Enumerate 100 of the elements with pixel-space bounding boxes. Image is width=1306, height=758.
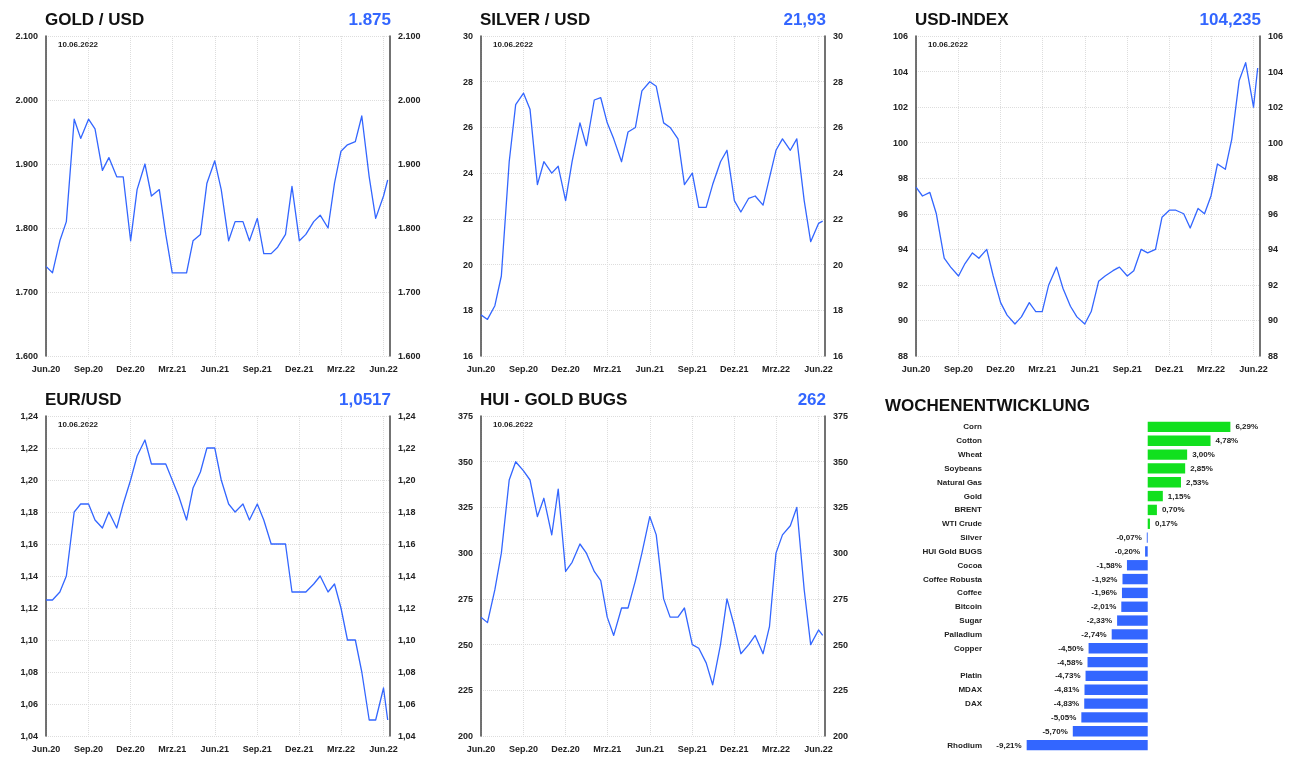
bar	[1111, 629, 1148, 640]
y-tick-label: 16	[462, 351, 473, 361]
x-tick-label: Mrz.22	[761, 743, 790, 754]
y2-tick-label: 1,18	[398, 507, 416, 517]
y2-tick-label: 88	[1268, 351, 1279, 361]
x-tick-label: Mrz.22	[761, 363, 790, 374]
y-tick-label: 375	[457, 411, 473, 421]
y2-tick-label: 350	[833, 456, 849, 467]
line-series	[45, 439, 389, 721]
data-label: -0,20%	[1114, 546, 1141, 556]
y2-tick-label: 2.000	[398, 95, 421, 105]
bar	[1087, 656, 1148, 668]
y-tick-label: 350	[457, 456, 473, 467]
bar	[1147, 435, 1211, 446]
x-tick-label: Dez.20	[116, 743, 145, 754]
chart-title: GOLD / USD	[45, 10, 145, 29]
x-tick-label: Jun.21	[1070, 363, 1100, 374]
x-tick-label: Dez.20	[551, 743, 580, 754]
y2-tick-label: 2.100	[398, 31, 421, 41]
data-label: -4,83%	[1053, 699, 1080, 709]
x-tick-label: Dez.21	[285, 743, 314, 754]
y-tick-label: 28	[462, 76, 473, 87]
annotation: 10.06.2022	[58, 419, 99, 429]
y2-tick-label: 28	[833, 76, 844, 87]
chart-title: USD-INDEX	[915, 10, 1010, 29]
y-tick-label: 96	[897, 208, 908, 219]
x-tick-label: Sep.21	[677, 363, 707, 374]
y-tick-label: 1,18	[20, 507, 38, 517]
y-tick-label: Cocoa	[957, 560, 983, 570]
y-tick-label: 104	[892, 66, 908, 77]
y-tick-label: 1,10	[20, 635, 38, 645]
y-tick-label: 22	[462, 213, 473, 224]
bar	[1121, 601, 1148, 612]
y-tick-label: 1,16	[20, 539, 38, 549]
y-tick-label: 325	[457, 502, 473, 513]
y2-tick-label: 1.900	[398, 159, 421, 169]
chart-title: WOCHENENTWICKLUNG	[885, 396, 1090, 415]
y2-tick-label: 100	[1268, 137, 1284, 148]
y-tick-label: Natural Gas	[937, 477, 983, 487]
x-tick-label: Dez.21	[720, 743, 749, 754]
y2-tick-label: 26	[833, 122, 844, 133]
x-tick-label: Jun.20	[31, 363, 61, 374]
y-tick-label: 88	[897, 351, 908, 361]
x-tick-label: Sep.21	[677, 743, 707, 754]
y2-tick-label: 1,22	[398, 443, 416, 453]
chart-subtitle: 104,235	[1199, 10, 1261, 29]
y-tick-label: 102	[892, 102, 908, 113]
chart-title: HUI - GOLD BUGS	[480, 390, 628, 409]
data-label: 1,15%	[1167, 491, 1191, 501]
bar	[1147, 421, 1231, 433]
x-tick-label: Dez.20	[116, 363, 145, 374]
x-tick-label: Jun.20	[466, 743, 496, 754]
y2-tick-label: 16	[833, 351, 844, 361]
y-tick-label: DAX	[965, 699, 983, 709]
y2-tick-label: 1,10	[398, 635, 416, 645]
y-tick-label: WTI Crude	[942, 519, 983, 529]
x-tick-label: Jun.22	[369, 363, 398, 374]
y2-tick-label: 275	[833, 593, 849, 604]
y-tick-label: Wheat	[958, 450, 983, 460]
data-label: 2,85%	[1190, 463, 1213, 473]
x-tick-label: Mrz.21	[593, 743, 622, 754]
y-tick-label: 1,06	[20, 699, 38, 709]
line-series	[45, 115, 389, 274]
x-tick-label: Sep.21	[242, 363, 272, 374]
x-tick-label: Sep.20	[74, 363, 104, 374]
chart-subtitle: 262	[797, 390, 827, 409]
y-tick-label: 100	[892, 137, 908, 148]
x-tick-label: Sep.20	[944, 363, 974, 374]
bar	[1084, 698, 1148, 709]
y2-tick-label: 250	[833, 639, 849, 650]
y2-tick-label: 1,12	[398, 603, 416, 613]
y-tick-label: BRENT	[954, 505, 983, 515]
y-tick-label: HUI Gold BUGS	[922, 546, 983, 556]
y-tick-label: 1,20	[20, 475, 38, 485]
x-tick-label: Jun.22	[369, 743, 398, 754]
x-tick-label: Dez.21	[1155, 363, 1184, 374]
data-label: -9,21%	[996, 740, 1022, 750]
data-label: -4,81%	[1054, 685, 1080, 695]
line-series	[480, 81, 824, 321]
bar	[1126, 560, 1148, 571]
y-tick-label: Sugar	[959, 616, 982, 626]
y-tick-label: 106	[892, 31, 908, 41]
y-tick-label: Corn	[963, 422, 983, 432]
y-tick-label: 1,12	[20, 603, 38, 613]
x-tick-label: Dez.21	[285, 363, 314, 374]
chart-subtitle: 1,0517	[339, 390, 391, 409]
y-tick-label: 20	[462, 259, 473, 270]
chart-subtitle: 1.875	[348, 10, 392, 29]
x-tick-label: Jun.20	[901, 363, 931, 374]
x-tick-label: Jun.22	[804, 363, 833, 374]
y2-tick-label: 18	[833, 305, 844, 316]
y-tick-label: 300	[457, 548, 473, 559]
x-tick-label: Dez.21	[720, 363, 749, 374]
y2-tick-label: 90	[1268, 315, 1279, 326]
bar	[1147, 449, 1188, 460]
y-tick-label: 1,22	[20, 443, 38, 453]
bar	[1084, 684, 1148, 695]
y2-tick-label: 325	[833, 502, 849, 513]
bar	[1147, 504, 1157, 516]
bar	[1081, 712, 1148, 723]
